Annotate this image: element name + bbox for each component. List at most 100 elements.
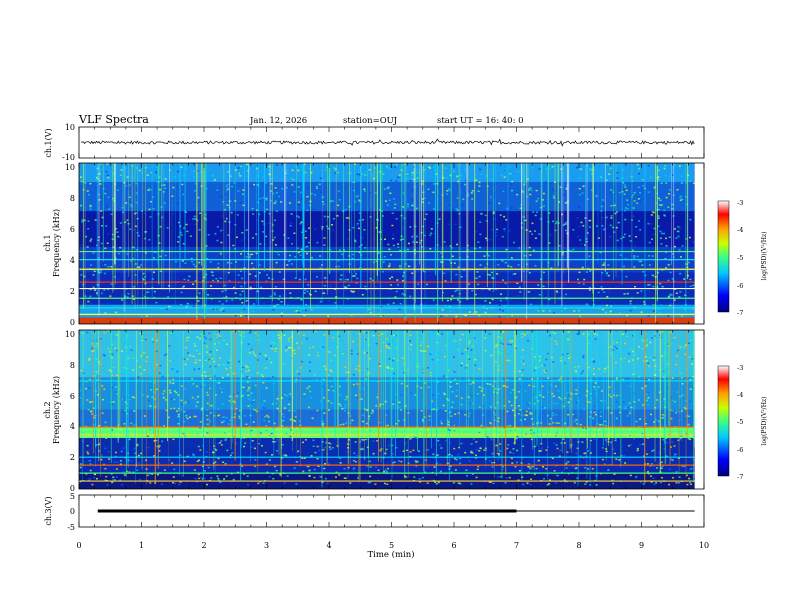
spec2-speckle-dot bbox=[465, 469, 468, 471]
spec1-speckle-dot bbox=[454, 290, 457, 292]
spec1-speckle-dot bbox=[513, 241, 515, 244]
spec1-speckle-dot bbox=[606, 296, 609, 298]
ch1-cbar-tick--6: -6 bbox=[737, 282, 743, 290]
spec2-speckle-dot bbox=[651, 450, 654, 452]
spec2-speckle-dot bbox=[434, 481, 437, 483]
spec2-speckle-dot bbox=[169, 360, 172, 362]
spec1-speckle-dot bbox=[297, 311, 300, 313]
spec2-speckle-dot bbox=[285, 432, 288, 435]
spec2-speckle-dot bbox=[252, 421, 255, 423]
spec1-speckle-dot bbox=[226, 183, 229, 186]
spec2-speckle-dot bbox=[265, 387, 268, 389]
spec2-speckle-dot bbox=[100, 454, 103, 457]
spec1-speckle-dot bbox=[456, 289, 459, 291]
spec1-speckle-dot bbox=[163, 184, 166, 186]
spec2-speckle-dot bbox=[298, 373, 301, 375]
spec2-speckle-dot bbox=[535, 396, 538, 399]
spec1-speckle-dot bbox=[689, 278, 692, 281]
spec2-speckle-dot bbox=[459, 462, 462, 465]
spec2-speckle-dot bbox=[429, 374, 432, 377]
spec1-speckle-dot bbox=[180, 291, 183, 294]
spec1-speckle-dot bbox=[553, 312, 555, 314]
spec1-speckle-dot bbox=[518, 170, 521, 173]
spec2-speckle-dot bbox=[470, 483, 473, 485]
spec2-speckle-dot bbox=[688, 342, 690, 345]
spec1-speckle-dot bbox=[252, 237, 254, 239]
spec1-speckle-dot bbox=[597, 237, 600, 239]
spec2-speckle-dot bbox=[299, 420, 301, 423]
spec2-speckle-dot bbox=[414, 394, 417, 396]
spec1-speckle-dot bbox=[610, 205, 613, 207]
spec2-speckle-dot bbox=[180, 399, 183, 402]
spec2-speckle-dot bbox=[450, 415, 453, 417]
spec2-speckle-dot bbox=[511, 340, 514, 342]
spec1-speckle-dot bbox=[660, 243, 663, 245]
spec2-speckle-dot bbox=[533, 369, 536, 372]
spec2-speckle-dot bbox=[292, 419, 295, 422]
spec1-speckle-dot bbox=[80, 244, 83, 246]
spec1-speckle-dot bbox=[236, 214, 239, 216]
spec1-speckle-dot bbox=[385, 200, 387, 202]
spec2-speckle-dot bbox=[335, 432, 338, 434]
spec2-speckle-dot bbox=[123, 373, 125, 375]
spec2-speckle-dot bbox=[516, 435, 519, 438]
spec1-speckle-dot bbox=[250, 185, 253, 188]
spec2-speckle-dot bbox=[339, 394, 342, 396]
spec1-speckle-dot bbox=[639, 192, 642, 194]
spec1-speckle-dot bbox=[479, 264, 482, 266]
spec1-speckle-dot bbox=[126, 296, 129, 298]
spec2-speckle-dot bbox=[308, 406, 310, 409]
spec1-speckle-dot bbox=[647, 315, 650, 317]
spec1-speckle-dot bbox=[356, 222, 359, 225]
spec1-speckle-dot bbox=[136, 217, 139, 220]
spec2-speckle-dot bbox=[635, 475, 638, 478]
spec2-speckle-dot bbox=[362, 420, 364, 423]
spec2-speckle-dot bbox=[468, 358, 471, 360]
spec1-speckle-dot bbox=[557, 299, 560, 301]
spec1-speckle-dot bbox=[597, 291, 600, 294]
spec2-speckle-dot bbox=[169, 389, 171, 392]
spec1-speckle-dot bbox=[577, 235, 580, 238]
spec2-speckle-dot bbox=[660, 461, 663, 464]
spec2-speckle-dot bbox=[375, 342, 378, 345]
spec2-speckle-dot bbox=[403, 475, 406, 477]
spec1-speckle-dot bbox=[582, 225, 585, 227]
spec2-speckle-dot bbox=[219, 481, 222, 484]
spec2-speckle-dot bbox=[554, 345, 557, 348]
spec1-speckle-dot bbox=[85, 245, 88, 248]
spec1-speckle-dot bbox=[412, 207, 415, 209]
spec2-speckle-dot bbox=[398, 460, 401, 462]
spec2-speckle-dot bbox=[468, 402, 471, 404]
spec2-speckle-dot bbox=[632, 402, 635, 405]
spec1-speckle-dot bbox=[400, 271, 403, 274]
spec1-speckle-dot bbox=[293, 232, 296, 234]
spec2-speckle-dot bbox=[519, 419, 522, 421]
spec2-speckle-dot bbox=[421, 419, 424, 421]
spec1-speckle-dot bbox=[387, 303, 390, 306]
spec2-speckle-dot bbox=[431, 400, 433, 403]
spec2-speckle-dot bbox=[323, 365, 326, 368]
spec2-speckle-dot bbox=[276, 438, 279, 441]
spec2-speckle-dot bbox=[192, 355, 195, 358]
spec1-speckle-dot bbox=[681, 245, 684, 247]
spec2-speckle-dot bbox=[88, 378, 91, 381]
spec1-speckle-dot bbox=[424, 302, 427, 304]
spec2-speckle-dot bbox=[185, 339, 188, 342]
spec2-speckle-dot bbox=[584, 452, 587, 454]
spec1-speckle-dot bbox=[282, 278, 285, 281]
spec2-speckle-dot bbox=[552, 422, 555, 424]
spec2-speckle-dot bbox=[499, 443, 502, 445]
spec1-speckle-dot bbox=[153, 271, 155, 273]
spec2-speckle-dot bbox=[223, 420, 225, 422]
spec2-speckle-dot bbox=[130, 422, 133, 425]
spec1-speckle-dot bbox=[416, 265, 419, 268]
spec1-speckle-dot bbox=[216, 189, 219, 192]
spec2-speckle-dot bbox=[209, 378, 212, 380]
spec1-speckle-dot bbox=[636, 202, 639, 204]
spec2-speckle-dot bbox=[248, 377, 251, 379]
spec2-speckle-dot bbox=[309, 390, 312, 393]
spec2-speckle-dot bbox=[158, 372, 161, 374]
spec1-speckle-dot bbox=[110, 283, 113, 285]
spec1-speckle-dot bbox=[641, 264, 644, 266]
spec2-speckle-dot bbox=[479, 447, 482, 449]
